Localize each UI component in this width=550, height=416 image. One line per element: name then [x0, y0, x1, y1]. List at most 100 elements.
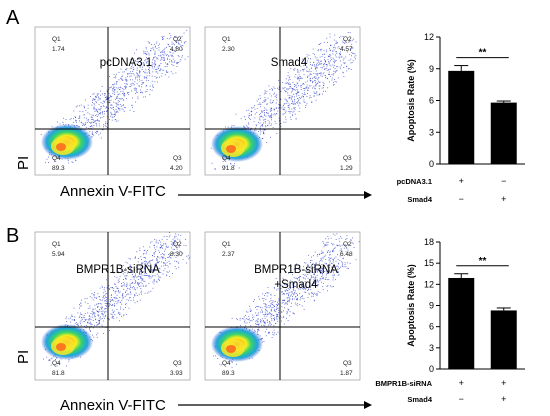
scatter-dot: [332, 233, 334, 235]
scatter-dot: [136, 72, 137, 74]
scatter-dot: [315, 286, 316, 288]
scatter-dot: [139, 71, 141, 73]
scatter-dot: [141, 262, 143, 264]
scatter-dot: [153, 253, 155, 255]
scatter-dot: [170, 37, 172, 38]
scatter-dot: [159, 280, 160, 281]
scatter-dot: [246, 322, 248, 324]
scatter-dot: [108, 285, 110, 287]
scatter-dot: [106, 279, 107, 281]
scatter-dot: [142, 82, 144, 84]
scatter-dot: [143, 252, 145, 254]
scatter-dot: [99, 323, 100, 324]
scatter-dot: [115, 98, 116, 100]
scatter-dot: [172, 238, 174, 240]
scatter-dot: [279, 86, 280, 88]
scatter-dot: [342, 36, 344, 37]
scatter-dot: [305, 262, 307, 264]
scatter-dot: [335, 279, 336, 281]
scatter-dot: [349, 262, 351, 264]
scatter-dot: [138, 283, 140, 285]
scatter-dot: [148, 276, 150, 278]
scatter-dot: [164, 47, 166, 49]
scatter-dot: [323, 267, 325, 269]
scatter-dot: [328, 73, 329, 75]
scatter-dot: [174, 239, 176, 241]
scatter-dot: [262, 116, 264, 118]
scatter-dot: [328, 71, 330, 73]
scatter-dot: [297, 69, 298, 70]
scatter-dot: [154, 247, 155, 249]
scatter-dot: [87, 303, 89, 304]
scatter-dot: [171, 243, 172, 245]
scatter-dot: [165, 70, 167, 72]
scatter-dot: [321, 271, 322, 273]
scatter-dot: [348, 68, 350, 69]
scatter-dot: [233, 125, 235, 126]
scatter-dot: [155, 263, 157, 264]
scatter-dot: [93, 125, 95, 126]
scatter-dot: [327, 41, 328, 43]
scatter-dot: [274, 308, 275, 310]
scatter-dot: [132, 276, 134, 278]
scatter-dot: [139, 250, 141, 251]
scatter-dot: [268, 305, 270, 306]
scatter-dot: [159, 43, 160, 45]
scatter-dot: [171, 43, 173, 45]
scatter-dot: [301, 288, 303, 290]
scatter-dot: [264, 311, 266, 313]
scatter-dot: [274, 310, 275, 312]
scatter-dot: [319, 279, 321, 281]
scatter-dot: [318, 263, 320, 265]
scatter-dot: [259, 114, 260, 116]
scatter-dot: [111, 313, 113, 315]
scatter-dot: [272, 304, 273, 306]
scatter-dot: [292, 272, 294, 273]
scatter-dot: [152, 87, 154, 88]
scatter-dot: [97, 110, 98, 112]
scatter-dot: [333, 39, 335, 41]
scatter-dot: [134, 89, 136, 91]
scatter-dot: [104, 101, 105, 103]
scatter-dot: [251, 107, 253, 109]
scatter-dot: [80, 302, 82, 304]
scatter-dot: [70, 317, 71, 319]
scatter-dot: [271, 119, 272, 121]
scatter-dot: [264, 331, 266, 333]
scatter-dot: [90, 319, 92, 320]
scatter-dot: [257, 330, 259, 332]
scatter-dot: [253, 106, 255, 108]
scatter-dot: [352, 243, 354, 245]
q2-value: 6.48: [340, 251, 353, 258]
scatter-dot: [83, 117, 85, 119]
scatter-dot: [348, 59, 350, 61]
scatter-dot: [313, 86, 315, 88]
scatter-dot: [78, 118, 80, 119]
scatter-dot: [129, 297, 130, 299]
scatter-dot: [344, 62, 346, 64]
scatter-dot: [157, 45, 159, 46]
bar: [490, 102, 517, 164]
scatter-dot: [58, 362, 60, 364]
scatter-dot: [264, 100, 266, 102]
scatter-dot: [271, 303, 273, 305]
scatter-dot: [265, 99, 267, 101]
scatter-dot: [320, 259, 322, 261]
scatter-dot: [339, 255, 341, 257]
x-axis-arrowhead: [364, 191, 372, 199]
scatter-dot: [274, 88, 276, 89]
scatter-dot: [156, 268, 158, 270]
scatter-dot: [157, 266, 158, 268]
scatter-dot: [51, 357, 53, 359]
scatter-dot: [300, 89, 302, 90]
scatter-dot: [144, 280, 146, 282]
scatter-dot: [153, 63, 155, 65]
scatter-dot: [153, 62, 155, 64]
scatter-dot: [254, 329, 256, 331]
scatter-dot: [231, 362, 233, 364]
scatter-dot: [320, 278, 322, 280]
scatter-dot: [176, 247, 178, 248]
scatter-dot: [113, 300, 115, 302]
scatter-dot: [177, 251, 179, 253]
scatter-dot: [263, 341, 265, 342]
